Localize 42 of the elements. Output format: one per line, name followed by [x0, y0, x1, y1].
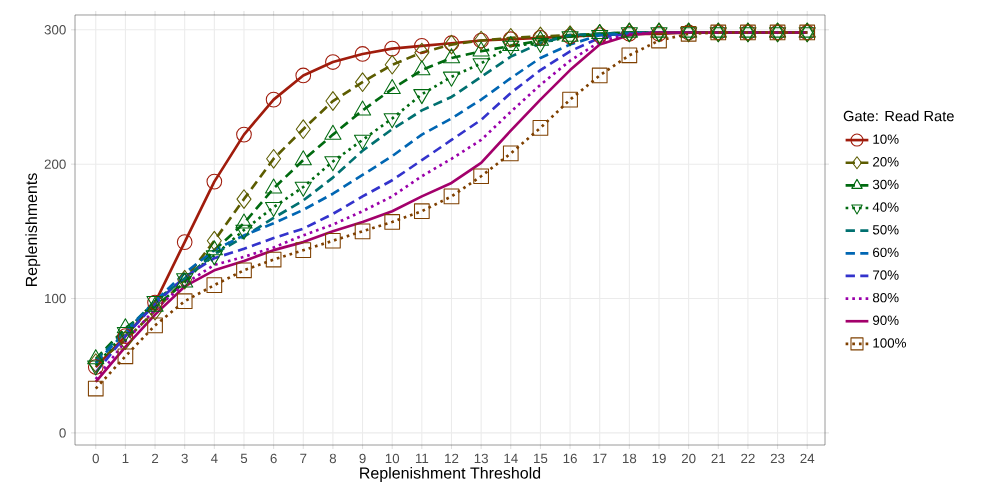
legend-label: 100%: [873, 338, 907, 348]
legend-label: 80%: [872, 292, 899, 303]
legend-label: 40%: [872, 202, 899, 212]
x-tick-label: 16: [563, 453, 577, 464]
legend-label: 50%: [872, 225, 899, 235]
x-tick-label: 19: [652, 453, 666, 464]
x-tick-label: 9: [359, 453, 366, 464]
x-tick-label: 5: [240, 453, 248, 464]
x-tick-label: 17: [593, 453, 607, 463]
x-tick-label: 4: [210, 453, 218, 463]
x-tick-label: 13: [474, 453, 488, 464]
x-tick-label: 22: [741, 453, 755, 464]
x-tick-label: 15: [534, 453, 548, 464]
x-tick-label: 14: [504, 453, 518, 463]
x-tick-label: 8: [329, 453, 337, 464]
x-tick-label: 11: [415, 453, 429, 463]
x-tick-label: 20: [681, 453, 696, 464]
x-tick-label: 12: [445, 453, 459, 464]
y-axis-title: Replenishments: [25, 173, 41, 287]
x-tick-label: 2: [152, 453, 159, 464]
x-tick-label: 1: [122, 453, 129, 463]
x-tick-label: 7: [300, 453, 307, 463]
legend-title: Gate: Read Rate: [843, 110, 954, 122]
y-tick-label: 0: [59, 428, 66, 438]
legend-label: 30%: [872, 179, 899, 190]
x-tick-label: 21: [711, 453, 726, 464]
x-tick-label: 6: [270, 453, 277, 464]
legend-label: 10%: [873, 134, 899, 144]
legend-label: 60%: [873, 247, 899, 258]
x-tick-label: 3: [181, 453, 188, 464]
legend-label: 20%: [873, 157, 899, 167]
legend-label: 90%: [873, 315, 899, 326]
y-tick-label: 100: [45, 293, 66, 304]
y-tick-label: 300: [44, 25, 66, 35]
x-tick-label: 10: [385, 453, 400, 464]
x-axis-title: Replenishment Threshold: [360, 466, 541, 482]
y-tick-label: 200: [44, 159, 66, 169]
x-tick-label: 0: [92, 453, 99, 464]
legend-label: 70%: [873, 270, 899, 280]
x-tick-label: 18: [622, 453, 637, 464]
x-tick-label: 24: [800, 453, 815, 464]
x-tick-label: 23: [770, 453, 785, 464]
